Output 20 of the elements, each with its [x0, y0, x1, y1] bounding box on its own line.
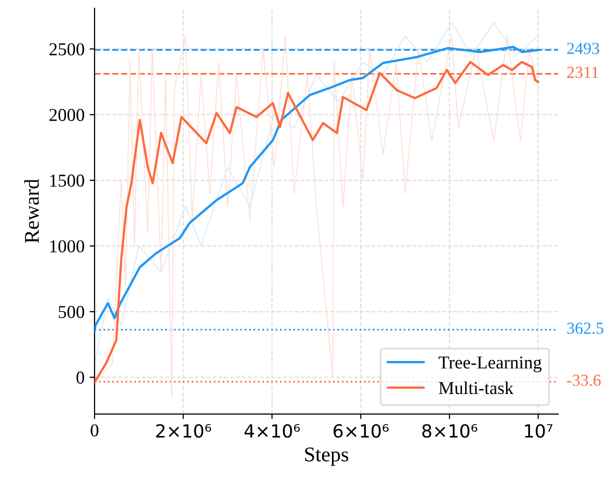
x-tick-label: 8×10⁶ — [422, 424, 478, 438]
y-tick-label: 2000 — [50, 108, 84, 122]
legend-label: Tree-Learning — [438, 356, 542, 372]
x-axis-title: Steps — [305, 447, 348, 466]
ref-line-label: 2311 — [567, 66, 598, 78]
x-tick-label: 0 — [90, 424, 98, 436]
x-tick-label: 4×10⁶ — [244, 424, 300, 438]
y-tick-label: 1500 — [50, 174, 84, 187]
y-axis-title: Reward — [24, 179, 39, 243]
x-tick-label: 2×10⁶ — [156, 424, 212, 438]
ref-line-label: 362.5 — [567, 322, 604, 334]
y-tick-label: 2500 — [50, 43, 84, 56]
y-tick-label: 500 — [58, 306, 84, 318]
y-tick-label: 1000 — [50, 240, 84, 252]
legend-label: Multi-task — [438, 381, 514, 394]
x-tick-label: 10⁷ — [525, 424, 552, 438]
ref-line-label: -33.6 — [567, 374, 601, 386]
x-tick-label: 6×10⁶ — [334, 424, 389, 438]
y-tick-label: 0 — [76, 372, 84, 384]
ref-line-label: 2493 — [567, 42, 600, 54]
